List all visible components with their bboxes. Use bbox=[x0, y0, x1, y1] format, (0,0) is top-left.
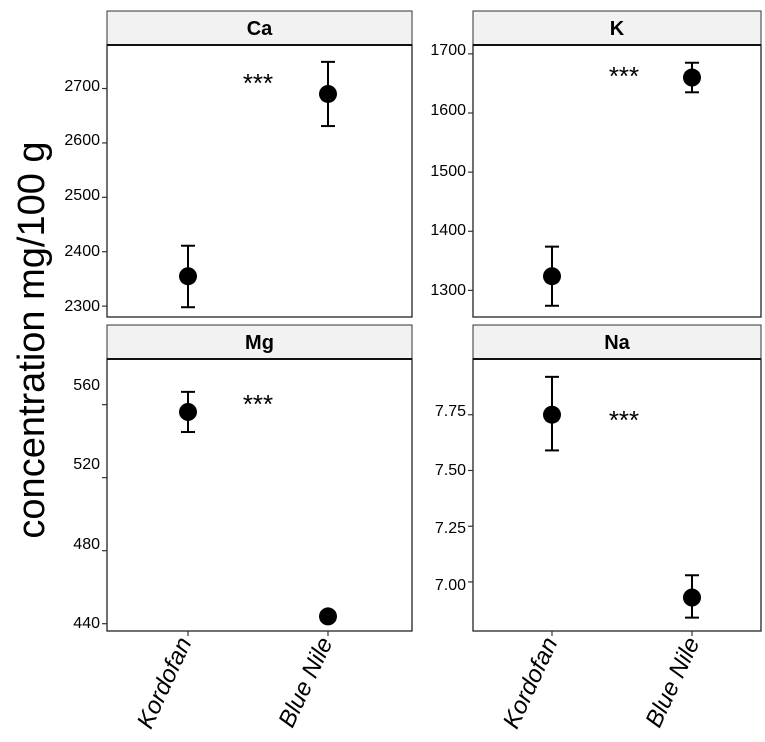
y-tick-label: 7.50 bbox=[435, 462, 466, 479]
data-point bbox=[683, 588, 701, 607]
panel-title: Na bbox=[604, 332, 630, 354]
y-tick-label: 440 bbox=[73, 615, 100, 632]
panel-title: K bbox=[610, 18, 625, 40]
y-tick-label: 7.25 bbox=[435, 520, 466, 537]
y-axis-label: concentration mg/100 g bbox=[11, 141, 53, 538]
y-tick-label: 1500 bbox=[430, 163, 466, 180]
chart-marks bbox=[102, 53, 701, 636]
y-tick-label: 1400 bbox=[430, 222, 466, 239]
data-point bbox=[319, 84, 337, 103]
significance-annotation: *** bbox=[609, 61, 639, 91]
y-tick-label: 1600 bbox=[430, 102, 466, 119]
panel-strip bbox=[472, 324, 762, 360]
panel-ca: Ca 2300 2400 2500 2600 2700 *** bbox=[64, 10, 413, 318]
significance-annotation: *** bbox=[243, 68, 273, 98]
data-point bbox=[543, 267, 561, 286]
panel-mg: Mg 440 480 520 560 *** bbox=[73, 324, 413, 632]
panel-title: Mg bbox=[245, 332, 274, 354]
panel-strip bbox=[106, 324, 413, 360]
y-tick-label: 2700 bbox=[64, 78, 100, 95]
data-point bbox=[179, 402, 197, 421]
y-tick-label: 7.00 bbox=[435, 577, 466, 594]
significance-annotation: *** bbox=[609, 405, 639, 435]
data-point bbox=[543, 405, 561, 424]
y-tick-label: 480 bbox=[73, 536, 100, 553]
y-tick-label: 2500 bbox=[64, 187, 100, 204]
y-tick-label: 1300 bbox=[430, 282, 466, 299]
significance-annotation: *** bbox=[243, 389, 273, 419]
panel-plot-area bbox=[106, 44, 413, 318]
y-tick-label: 7.75 bbox=[435, 403, 466, 420]
panel-plot-area bbox=[106, 358, 413, 632]
y-tick-label: 2400 bbox=[64, 243, 100, 260]
panel-k: K 1300 1400 1500 1600 1700 *** bbox=[430, 10, 762, 318]
data-point bbox=[683, 68, 701, 87]
y-tick-label: 2300 bbox=[64, 298, 100, 315]
x-tick-label-blue-nile: Blue Nile bbox=[640, 633, 705, 731]
y-tick-label: 560 bbox=[73, 377, 100, 394]
y-tick-label: 520 bbox=[73, 456, 100, 473]
x-tick-label-kordofan: Kordofan bbox=[498, 633, 564, 733]
x-tick-label-blue-nile: Blue Nile bbox=[273, 633, 338, 731]
y-tick-label: 2600 bbox=[64, 132, 100, 149]
panel-strip bbox=[106, 10, 413, 46]
x-tick-label-kordofan: Kordofan bbox=[132, 633, 198, 733]
data-point bbox=[319, 607, 337, 626]
y-tick-label: 1700 bbox=[430, 42, 466, 59]
panel-na: Na 7.00 7.25 7.50 7.75 *** bbox=[435, 324, 762, 632]
panel-plot-area bbox=[472, 44, 762, 318]
panel-plot-area bbox=[472, 358, 762, 632]
data-point bbox=[179, 267, 197, 286]
panel-title: Ca bbox=[247, 18, 273, 40]
